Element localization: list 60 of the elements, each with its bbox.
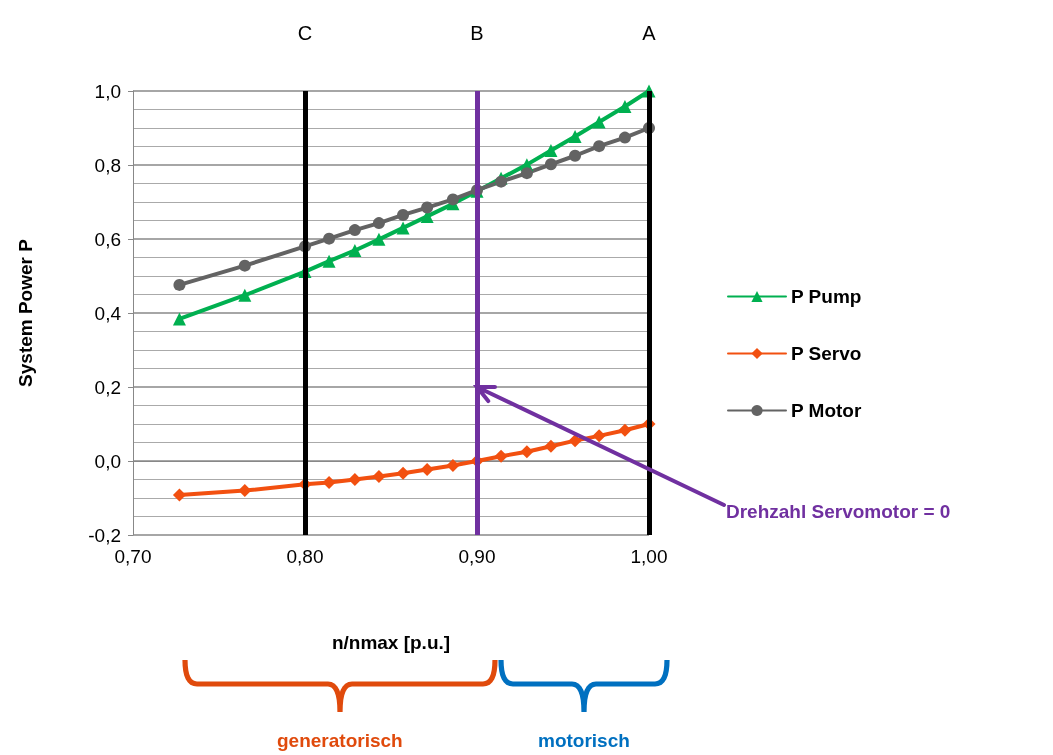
point	[372, 470, 386, 484]
legend-label: P Servo	[791, 343, 862, 364]
x-axis-title: n/nmax [p.u.]	[331, 632, 451, 653]
point	[322, 475, 336, 489]
point	[397, 208, 410, 221]
point	[568, 434, 582, 448]
point	[421, 201, 434, 214]
point	[372, 217, 385, 230]
point	[520, 445, 534, 459]
ref-line-label: B	[470, 22, 484, 44]
text: generatorisch	[277, 730, 403, 752]
point	[396, 221, 410, 235]
point	[592, 429, 606, 443]
y-tick-label: 0,8	[94, 154, 121, 176]
text: motorisch	[538, 730, 630, 752]
annotation: Drehzahl Servomotor = 0	[726, 501, 951, 523]
y-axis-title: System Power P	[15, 238, 36, 387]
point	[520, 167, 533, 180]
point	[238, 484, 252, 498]
point	[593, 140, 606, 153]
point	[348, 243, 362, 257]
point	[348, 473, 362, 486]
x-tick-label: 0,80	[286, 546, 324, 567]
point	[348, 224, 361, 237]
point	[618, 423, 632, 437]
point	[544, 158, 557, 171]
point	[372, 232, 386, 246]
point	[173, 278, 186, 291]
y-tick-label: 0,0	[94, 450, 121, 472]
point	[420, 463, 434, 477]
x-tick-label: 0,90	[458, 546, 496, 567]
point	[568, 130, 582, 144]
y-tick-label: -0,2	[88, 524, 121, 546]
point	[494, 449, 508, 463]
point	[569, 149, 582, 162]
legend-label: P Motor	[791, 400, 862, 421]
point	[495, 175, 508, 188]
y-tick-label: 0,2	[94, 376, 121, 398]
point	[396, 466, 410, 480]
point	[323, 232, 336, 245]
ref-line-label: C	[297, 22, 313, 44]
point	[238, 259, 251, 272]
point	[544, 144, 558, 158]
point	[544, 439, 558, 453]
legend-label: P Pump	[791, 286, 862, 307]
x-tick-label: 1,00	[630, 546, 668, 567]
point	[172, 488, 186, 502]
ref-line-label: A	[642, 22, 657, 44]
point	[172, 312, 186, 326]
point	[238, 288, 252, 302]
point	[446, 458, 460, 472]
point	[446, 193, 459, 206]
point	[592, 115, 606, 129]
point	[618, 100, 632, 114]
y-tick-label: 1,0	[94, 80, 121, 102]
point	[618, 131, 631, 144]
y-tick-label: 0,4	[94, 302, 122, 324]
x-tick-label: 0,70	[114, 546, 152, 567]
point	[322, 254, 336, 268]
y-tick-label: 0,6	[94, 228, 121, 250]
